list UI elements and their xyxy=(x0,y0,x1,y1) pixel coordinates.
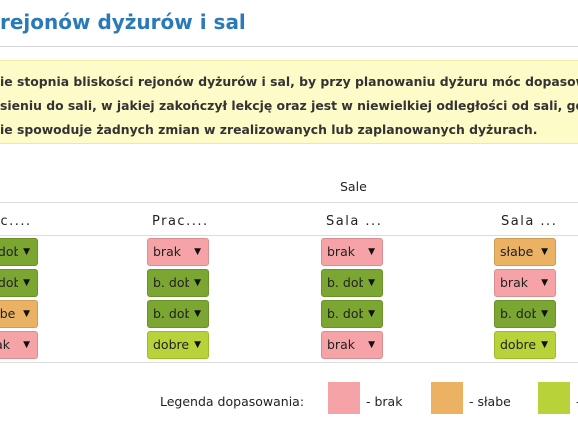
header-divider xyxy=(0,202,578,203)
match-select-value: brak xyxy=(327,244,355,259)
match-select-value: b. dobre xyxy=(153,306,189,321)
triangle-down-icon: ▼ xyxy=(368,340,375,350)
match-select[interactable]: b. dobre ▼ xyxy=(147,300,209,328)
column-header: Prac.... xyxy=(152,214,209,229)
triangle-down-icon: ▼ xyxy=(23,247,30,257)
column-header: Sala ... xyxy=(501,214,558,229)
table-bottom-divider xyxy=(0,362,578,363)
column-header: Sala ... xyxy=(326,214,383,229)
match-select-value: słabe xyxy=(0,306,16,321)
match-select[interactable]: b. dobre ▼ xyxy=(147,269,209,297)
match-select-value: brak xyxy=(0,337,10,352)
match-select[interactable]: brak ▼ xyxy=(321,238,383,266)
match-select[interactable]: b. dobre ▼ xyxy=(321,300,383,328)
triangle-down-icon: ▼ xyxy=(23,309,30,319)
match-select[interactable]: słabe ▼ xyxy=(0,300,38,328)
match-select[interactable]: słabe ▼ xyxy=(494,238,556,266)
legend-swatch-brak xyxy=(328,382,360,414)
match-select[interactable]: b. dobre ▼ xyxy=(0,238,38,266)
match-select-value: słabe xyxy=(500,244,534,259)
match-select-value: brak xyxy=(500,275,528,290)
match-select[interactable]: b. dobre ▼ xyxy=(321,269,383,297)
table-divider xyxy=(0,235,578,236)
triangle-down-icon: ▼ xyxy=(194,278,201,288)
match-select[interactable]: dobre ▼ xyxy=(147,331,209,359)
match-select-value: brak xyxy=(153,244,181,259)
match-select[interactable]: brak ▼ xyxy=(147,238,209,266)
legend-swatch-dobre xyxy=(538,382,570,414)
match-select-value: b. dobre xyxy=(0,275,18,290)
match-select-value: b. dobre xyxy=(327,306,363,321)
legend-text-dobre: - xyxy=(576,394,578,409)
legend-text-brak: - brak xyxy=(366,394,403,409)
triangle-down-icon: ▼ xyxy=(194,247,201,257)
triangle-down-icon: ▼ xyxy=(23,278,30,288)
info-line-1: ie stopnia bliskości rejonów dyżurów i s… xyxy=(0,74,578,89)
triangle-down-icon: ▼ xyxy=(194,309,201,319)
triangle-down-icon: ▼ xyxy=(368,309,375,319)
legend-swatch-slabe xyxy=(431,382,463,414)
info-line-3: ie spowoduje żadnych zmian w zrealizowan… xyxy=(0,122,538,137)
sale-group-header: Sale xyxy=(340,179,367,194)
triangle-down-icon: ▼ xyxy=(194,340,201,350)
match-select[interactable]: dobre ▼ xyxy=(494,331,556,359)
column-header: ac.... xyxy=(0,214,32,229)
triangle-down-icon: ▼ xyxy=(541,247,548,257)
triangle-down-icon: ▼ xyxy=(23,340,30,350)
match-select[interactable]: brak ▼ xyxy=(494,269,556,297)
triangle-down-icon: ▼ xyxy=(541,309,548,319)
match-select[interactable]: brak ▼ xyxy=(321,331,383,359)
match-select-value: b. dobre xyxy=(327,275,363,290)
match-select[interactable]: b. dobre ▼ xyxy=(494,300,556,328)
triangle-down-icon: ▼ xyxy=(368,247,375,257)
match-select-value: b. dobre xyxy=(0,244,18,259)
match-select-value: dobre xyxy=(500,337,536,352)
match-select-value: b. dobre xyxy=(153,275,189,290)
match-select-value: dobre xyxy=(153,337,189,352)
match-select-value: b. dobre xyxy=(500,306,536,321)
triangle-down-icon: ▼ xyxy=(541,340,548,350)
match-select[interactable]: b. dobre ▼ xyxy=(0,269,38,297)
info-line-2: sieniu do sali, w jakiej zakończył lekcj… xyxy=(0,98,578,113)
triangle-down-icon: ▼ xyxy=(541,278,548,288)
triangle-down-icon: ▼ xyxy=(368,278,375,288)
page-title: rejonów dyżurów i sal xyxy=(0,10,246,34)
legend-text-slabe: - słabe xyxy=(469,394,511,409)
match-select[interactable]: brak ▼ xyxy=(0,331,38,359)
info-box: ie stopnia bliskości rejonów dyżurów i s… xyxy=(0,60,578,144)
legend-label: Legenda dopasowania: xyxy=(160,394,305,409)
match-select-value: brak xyxy=(327,337,355,352)
title-divider xyxy=(0,46,578,47)
